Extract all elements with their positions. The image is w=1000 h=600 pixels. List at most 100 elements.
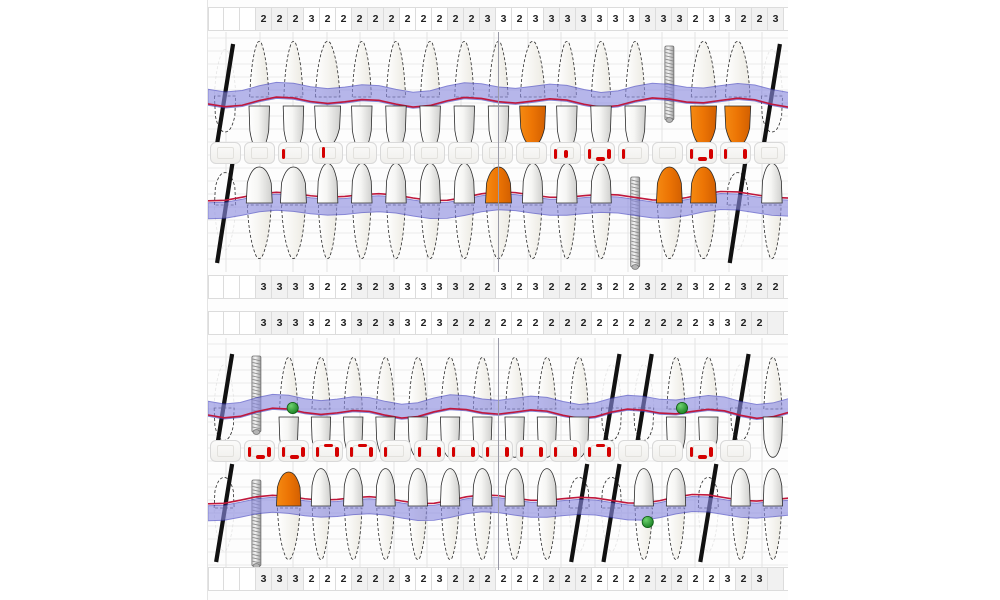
- depth-cell[interactable]: 2: [416, 7, 432, 31]
- probing-depth-strip-maxilla-palatal[interactable]: ST ST 3333223233333223232223223223223223…: [12, 272, 985, 302]
- caries-mark[interactable]: [697, 157, 707, 161]
- occlusal-tooth-cell[interactable]: [685, 142, 717, 164]
- depth-cell[interactable]: 2: [496, 311, 512, 335]
- occlusal-tooth-cell[interactable]: [753, 142, 785, 164]
- depth-cell[interactable]: 2: [352, 567, 368, 591]
- depth-cell[interactable]: 3: [640, 7, 656, 31]
- depth-cell[interactable]: 3: [768, 7, 784, 31]
- depth-cell[interactable]: 2: [624, 275, 640, 299]
- depth-cell[interactable]: 2: [448, 311, 464, 335]
- maxilla-tooth-board[interactable]: [208, 32, 789, 272]
- depth-cell[interactable]: 2: [320, 7, 336, 31]
- occlusal-tooth-cell[interactable]: [583, 440, 615, 462]
- occlusal-tooth-cell[interactable]: [311, 440, 343, 462]
- depth-cell[interactable]: 3: [416, 275, 432, 299]
- depth-cell[interactable]: 3: [384, 275, 400, 299]
- occlusal-tooth-cell[interactable]: [379, 142, 411, 164]
- depth-cell[interactable]: 2: [448, 567, 464, 591]
- depth-cell-empty[interactable]: [208, 7, 224, 31]
- depth-cell[interactable]: 3: [528, 275, 544, 299]
- depth-cell[interactable]: 2: [656, 275, 672, 299]
- caries-mark[interactable]: [281, 149, 285, 159]
- depth-cell[interactable]: 2: [480, 567, 496, 591]
- depth-cell[interactable]: 2: [464, 311, 480, 335]
- caries-mark[interactable]: [519, 447, 523, 457]
- caries-mark[interactable]: [587, 447, 591, 457]
- occlusal-tooth-cell[interactable]: [209, 440, 241, 462]
- caries-mark[interactable]: [281, 447, 285, 457]
- depth-cell[interactable]: 2: [544, 311, 560, 335]
- depth-cell-empty[interactable]: [208, 275, 224, 299]
- depth-cell[interactable]: 2: [752, 7, 768, 31]
- depth-cell-empty[interactable]: [768, 567, 784, 591]
- occlusal-tooth-cell[interactable]: [651, 440, 683, 462]
- depth-cell[interactable]: 2: [560, 567, 576, 591]
- depth-cell[interactable]: 2: [576, 567, 592, 591]
- depth-cell[interactable]: 3: [656, 7, 672, 31]
- depth-cell[interactable]: 2: [672, 275, 688, 299]
- depth-cell[interactable]: 2: [384, 567, 400, 591]
- depth-cell[interactable]: 2: [608, 311, 624, 335]
- depth-cell[interactable]: 2: [624, 311, 640, 335]
- depth-cell[interactable]: 2: [528, 567, 544, 591]
- caries-mark[interactable]: [349, 447, 353, 457]
- depth-cell[interactable]: 3: [480, 7, 496, 31]
- depth-cell[interactable]: 2: [576, 311, 592, 335]
- depth-cell[interactable]: 3: [448, 275, 464, 299]
- occlusal-tooth-cell[interactable]: [685, 440, 717, 462]
- depth-cell[interactable]: 2: [464, 567, 480, 591]
- depth-cell[interactable]: 2: [656, 567, 672, 591]
- depth-cell-empty[interactable]: [208, 567, 224, 591]
- depth-cell[interactable]: 2: [560, 311, 576, 335]
- depth-cell[interactable]: 3: [704, 311, 720, 335]
- caries-mark[interactable]: [607, 447, 611, 457]
- depth-cell[interactable]: 3: [720, 311, 736, 335]
- depth-cell[interactable]: 2: [688, 7, 704, 31]
- depth-cell[interactable]: 2: [512, 567, 528, 591]
- depth-cell[interactable]: 3: [288, 567, 304, 591]
- depth-cell[interactable]: 2: [304, 567, 320, 591]
- depth-cell[interactable]: 3: [256, 275, 272, 299]
- probing-depth-strip-maxilla-buccal[interactable]: ST ST 2223222222222233233333333332332233…: [12, 4, 985, 34]
- caries-mark[interactable]: [709, 149, 713, 159]
- depth-cell[interactable]: 2: [704, 567, 720, 591]
- caries-mark[interactable]: [383, 447, 387, 457]
- depth-cell[interactable]: 2: [688, 567, 704, 591]
- depth-cell[interactable]: 2: [512, 275, 528, 299]
- depth-cell[interactable]: 2: [688, 311, 704, 335]
- occlusal-tooth-cell[interactable]: [209, 142, 241, 164]
- occlusal-tooth-cell[interactable]: [549, 440, 581, 462]
- depth-cell[interactable]: 2: [720, 275, 736, 299]
- occlusal-tooth-cell[interactable]: [481, 440, 513, 462]
- depth-cell[interactable]: 2: [416, 567, 432, 591]
- depth-cell[interactable]: 3: [752, 567, 768, 591]
- depth-cell[interactable]: 2: [736, 311, 752, 335]
- depth-cell-empty[interactable]: [240, 311, 256, 335]
- depth-cell[interactable]: 3: [400, 275, 416, 299]
- caries-mark[interactable]: [607, 149, 611, 159]
- depth-cell-empty[interactable]: [240, 275, 256, 299]
- caries-mark[interactable]: [323, 443, 333, 447]
- depth-cell[interactable]: 2: [768, 275, 784, 299]
- depth-cell[interactable]: 2: [752, 275, 768, 299]
- depth-cell[interactable]: 2: [384, 7, 400, 31]
- depth-cell[interactable]: 2: [368, 567, 384, 591]
- depth-cell[interactable]: 3: [288, 275, 304, 299]
- caries-mark[interactable]: [553, 149, 557, 159]
- caries-mark[interactable]: [471, 447, 475, 457]
- depth-cell[interactable]: 2: [752, 311, 768, 335]
- occlusal-tooth-cell[interactable]: [345, 440, 377, 462]
- depth-cell[interactable]: 2: [256, 7, 272, 31]
- depth-cell[interactable]: 2: [736, 7, 752, 31]
- occlusal-surface-row[interactable]: [208, 140, 789, 166]
- caries-mark[interactable]: [267, 447, 271, 457]
- caries-mark[interactable]: [539, 447, 543, 457]
- occlusal-tooth-cell[interactable]: [311, 142, 343, 164]
- caries-mark[interactable]: [417, 447, 421, 457]
- occlusal-tooth-cell[interactable]: [413, 440, 445, 462]
- caries-mark[interactable]: [689, 149, 693, 159]
- caries-mark[interactable]: [743, 149, 747, 159]
- caries-mark[interactable]: [553, 447, 557, 457]
- depth-cell[interactable]: 2: [672, 567, 688, 591]
